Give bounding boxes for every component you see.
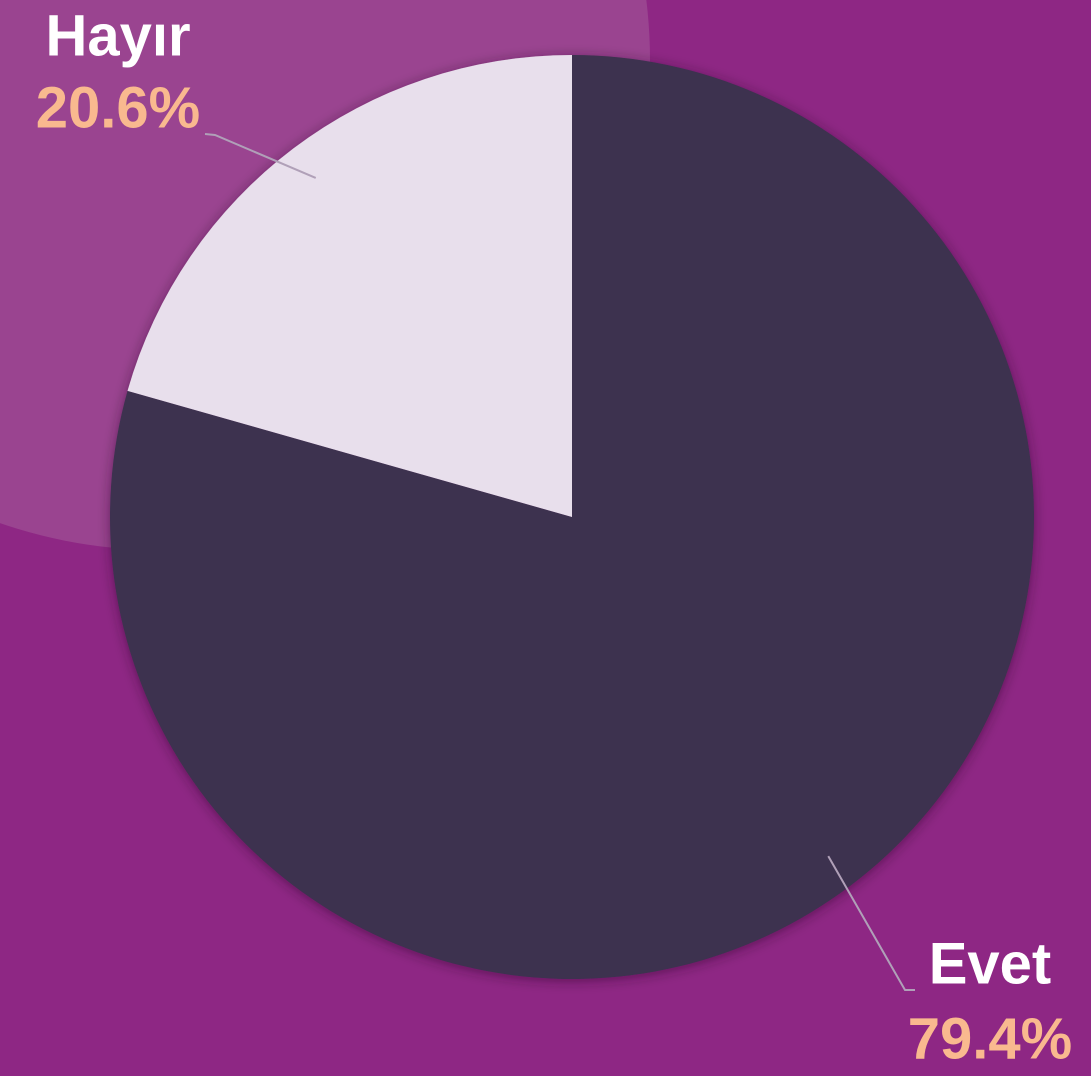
- leader-line: [204, 133, 317, 179]
- slice-label: Hayır: [45, 3, 190, 68]
- value-label: 79.4%: [908, 1006, 1072, 1071]
- pie: [109, 55, 1034, 980]
- value-label: 20.6%: [36, 75, 200, 140]
- pie-slice: [109, 55, 1034, 980]
- leader-line: [827, 855, 915, 991]
- pie-slice: [127, 55, 572, 517]
- slice-label: Evet: [929, 931, 1052, 996]
